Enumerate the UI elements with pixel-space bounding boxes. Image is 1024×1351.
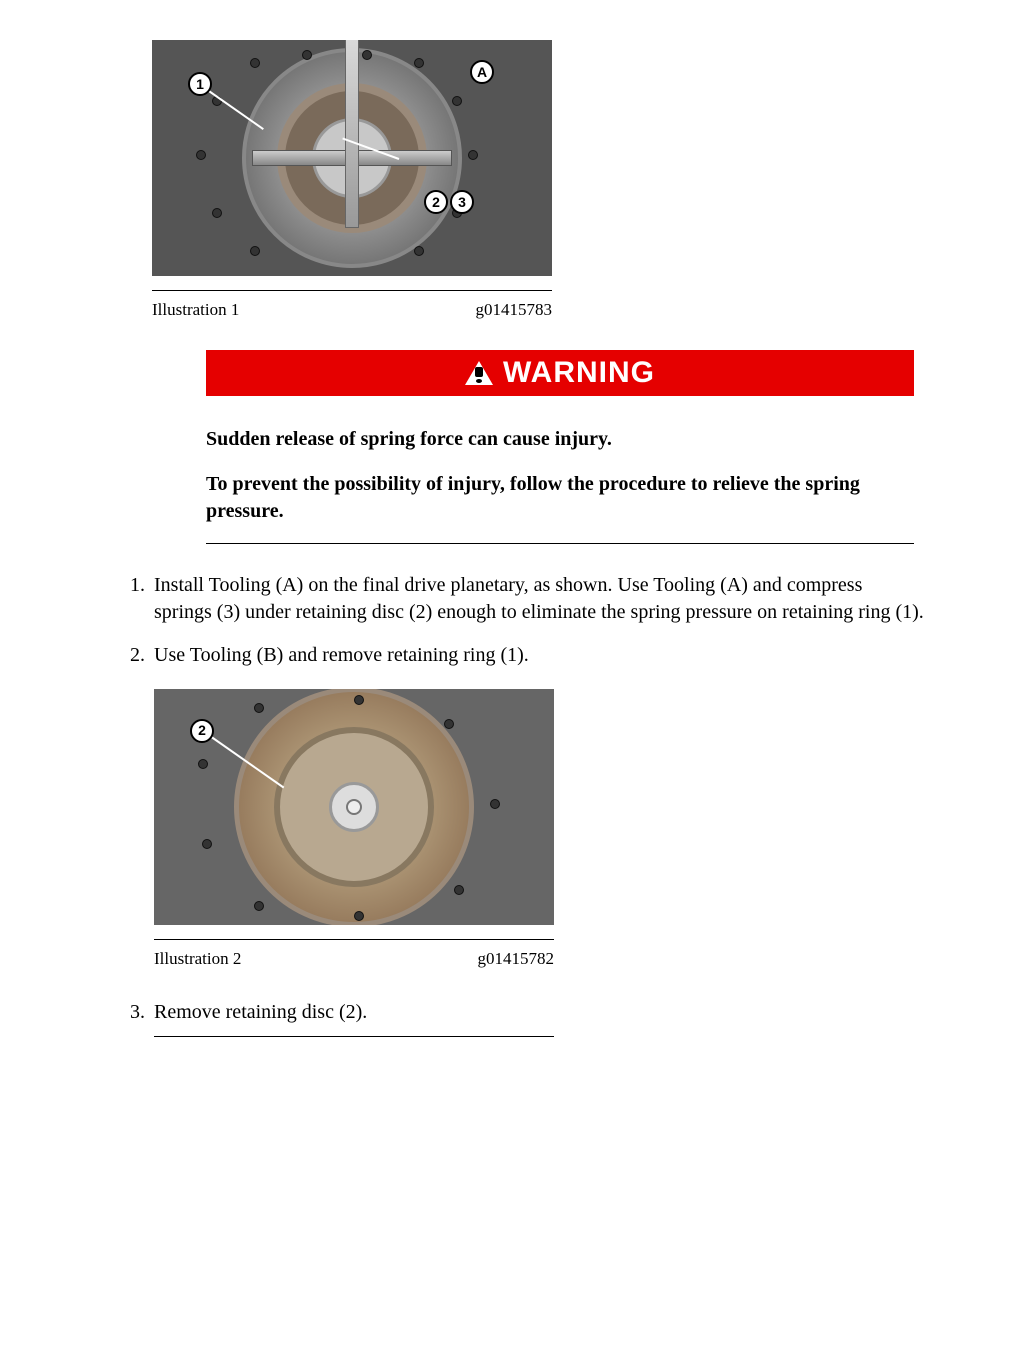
callout-A-label: A bbox=[477, 63, 487, 82]
warning-body: Sudden release of spring force can cause… bbox=[206, 426, 914, 525]
step-2-text: Use Tooling (B) and remove retaining rin… bbox=[154, 644, 529, 666]
illustration-1-block: 1 A 2 3 Illustration 1 g01415783 bbox=[152, 40, 924, 322]
callout-2-label: 2 bbox=[432, 193, 440, 212]
illustration-1-image: 1 A 2 3 bbox=[152, 40, 552, 276]
callout-3-label: 3 bbox=[458, 193, 466, 212]
illustration-2-block: 2 Illustration 2 g01415782 bbox=[154, 689, 924, 971]
warning-rule bbox=[206, 543, 914, 544]
step-2: Use Tooling (B) and remove retaining rin… bbox=[150, 642, 924, 971]
callout-2: 2 bbox=[424, 190, 448, 214]
callout-1-label: 1 bbox=[196, 75, 204, 94]
illustration-1-caption: Illustration 1 g01415783 bbox=[152, 299, 552, 322]
warning-line-2: To prevent the possibility of injury, fo… bbox=[206, 471, 914, 525]
callout-2b: 2 bbox=[190, 719, 214, 743]
callout-1: 1 bbox=[188, 72, 212, 96]
procedure-steps: Install Tooling (A) on the final drive p… bbox=[116, 572, 924, 1037]
callout-2b-label: 2 bbox=[198, 721, 206, 740]
illustration-2-caption: Illustration 2 g01415782 bbox=[154, 948, 554, 971]
illustration-1-rule bbox=[152, 290, 552, 291]
warning-banner-text: WARNING bbox=[503, 353, 655, 394]
illustration-2-rule bbox=[154, 939, 554, 940]
step-3-text: Remove retaining disc (2). bbox=[154, 1001, 367, 1023]
step-1-text: Install Tooling (A) on the final drive p… bbox=[154, 574, 924, 623]
illustration-2-image: 2 bbox=[154, 689, 554, 925]
warning-block: WARNING Sudden release of spring force c… bbox=[206, 350, 914, 544]
callout-3: 3 bbox=[450, 190, 474, 214]
illustration-2-code: g01415782 bbox=[478, 948, 555, 971]
callout-A: A bbox=[470, 60, 494, 84]
warning-line-1: Sudden release of spring force can cause… bbox=[206, 426, 914, 453]
step-1: Install Tooling (A) on the final drive p… bbox=[150, 572, 924, 626]
step-3: Remove retaining disc (2). bbox=[150, 999, 924, 1037]
illustration-2-label: Illustration 2 bbox=[154, 948, 241, 971]
step-3-rule bbox=[154, 1036, 554, 1037]
illustration-1-label: Illustration 1 bbox=[152, 299, 239, 322]
warning-triangle-icon bbox=[465, 361, 493, 385]
illustration-1-code: g01415783 bbox=[476, 299, 553, 322]
warning-banner: WARNING bbox=[206, 350, 914, 396]
